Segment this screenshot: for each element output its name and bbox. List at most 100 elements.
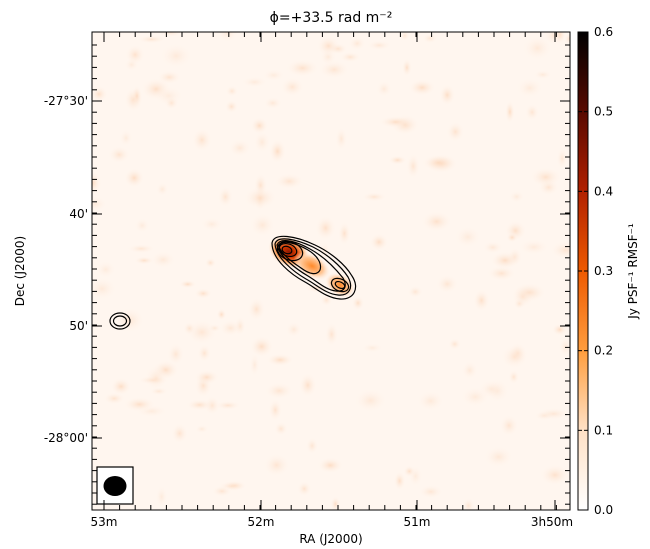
noise-blob [421, 211, 453, 233]
noise-blob [211, 485, 233, 497]
noise-blob [376, 80, 393, 98]
chart-title: ϕ=+33.5 rad m⁻² [270, 10, 393, 26]
noise-blob [454, 226, 482, 248]
noise-blob [506, 232, 518, 243]
noise-blob [249, 213, 276, 237]
noise-blob [393, 471, 406, 491]
noise-blob [124, 167, 145, 188]
noise-blob [408, 465, 423, 488]
noise-blob [338, 221, 351, 246]
noise-blob [401, 58, 412, 77]
noise-blob [183, 321, 196, 336]
noise-blob [103, 392, 126, 405]
noise-blob [422, 33, 438, 44]
contour-set [109, 235, 357, 330]
noise-blob [92, 85, 108, 103]
noise-blob [361, 343, 384, 353]
noise-blob [263, 453, 290, 477]
contour-core-1 [276, 240, 304, 262]
noise-blob [268, 398, 283, 422]
noise-blob [522, 35, 553, 61]
noise-blob [159, 43, 193, 69]
noise-blob [153, 85, 184, 106]
noise-blob [305, 437, 319, 455]
noise-blob [315, 215, 337, 241]
noise-blob [215, 400, 241, 411]
noise-blob [264, 382, 294, 400]
noise-blob [408, 79, 436, 96]
colorbar-tick-label: 0.3 [594, 264, 613, 278]
noise-blob [191, 128, 212, 152]
noise-blob [243, 186, 277, 210]
y-tick-label: 40' [69, 207, 88, 221]
noise-blob [297, 481, 312, 497]
colorbar-ticks [578, 31, 588, 511]
contour-outer [271, 235, 357, 300]
noise-blob [406, 153, 421, 180]
noise-blob [274, 173, 305, 190]
noise-blob [473, 289, 490, 312]
noise-blob [186, 399, 213, 411]
noise-blob [241, 76, 268, 88]
noise-blob [249, 352, 260, 377]
x-axis-label: RA (J2000) [299, 532, 362, 546]
noise-blob [339, 51, 361, 63]
beam-ellipse [103, 476, 127, 496]
noise-blob [268, 139, 287, 164]
noise-blob [178, 280, 197, 289]
noise-blob [219, 319, 242, 337]
noise-blob [144, 365, 169, 391]
noise-blob [124, 57, 139, 72]
colorbar-tick-label: 0.2 [594, 344, 613, 358]
noise-blob [253, 131, 271, 154]
noise-blob [439, 84, 456, 106]
noise-blob [539, 464, 570, 486]
noise-blob [335, 126, 348, 151]
noise-blob [149, 387, 168, 396]
x-tick-label: 3h50m [531, 515, 573, 529]
noise-blob [490, 251, 520, 270]
noise-blob [217, 186, 234, 208]
noise-blob [134, 256, 155, 265]
contour-2 [274, 238, 352, 296]
noise-blob [446, 121, 465, 143]
noise-blob [158, 32, 184, 38]
noise-blob [407, 285, 424, 298]
noise-blob [486, 265, 516, 282]
y-tick-label: -27°30' [44, 94, 88, 108]
x-tick-label: 52m [248, 515, 275, 529]
noise-blob [483, 446, 514, 468]
noise-blob [317, 457, 344, 474]
noise-blob [462, 497, 475, 510]
noise-blob [217, 32, 239, 43]
x-tick-label: 51m [404, 515, 431, 529]
noise-blob [511, 286, 534, 308]
noise-blob [197, 344, 212, 363]
noise-blob [418, 484, 444, 499]
noise-blob [200, 217, 223, 232]
noise-blob [366, 40, 392, 51]
noise-blob [123, 396, 156, 412]
colorbar-tick-labels: 0.0 0.1 0.2 0.3 0.4 0.5 0.6 [594, 25, 613, 517]
noise-blob [95, 260, 117, 279]
noise-blob [516, 77, 544, 99]
noise-blob [119, 129, 133, 147]
noise-blob [369, 233, 389, 252]
noise-blob [273, 421, 289, 436]
colorbar-tick-label: 0.1 [594, 423, 613, 437]
noise-blob [225, 85, 239, 97]
noise-blob [155, 182, 169, 197]
contour-core-2 [278, 242, 298, 258]
noise-blob [92, 277, 117, 301]
noise-blob [435, 274, 459, 294]
noise-blob [216, 308, 227, 321]
contour-field-source-inner [112, 315, 128, 327]
noise-blob [263, 96, 283, 110]
noise-blob [508, 190, 525, 203]
noise-field [92, 32, 570, 510]
noise-blob [460, 386, 490, 408]
noise-blob [558, 336, 570, 357]
noise-blob [194, 288, 213, 299]
noise-blob [208, 323, 222, 333]
noise-blob [127, 244, 156, 254]
